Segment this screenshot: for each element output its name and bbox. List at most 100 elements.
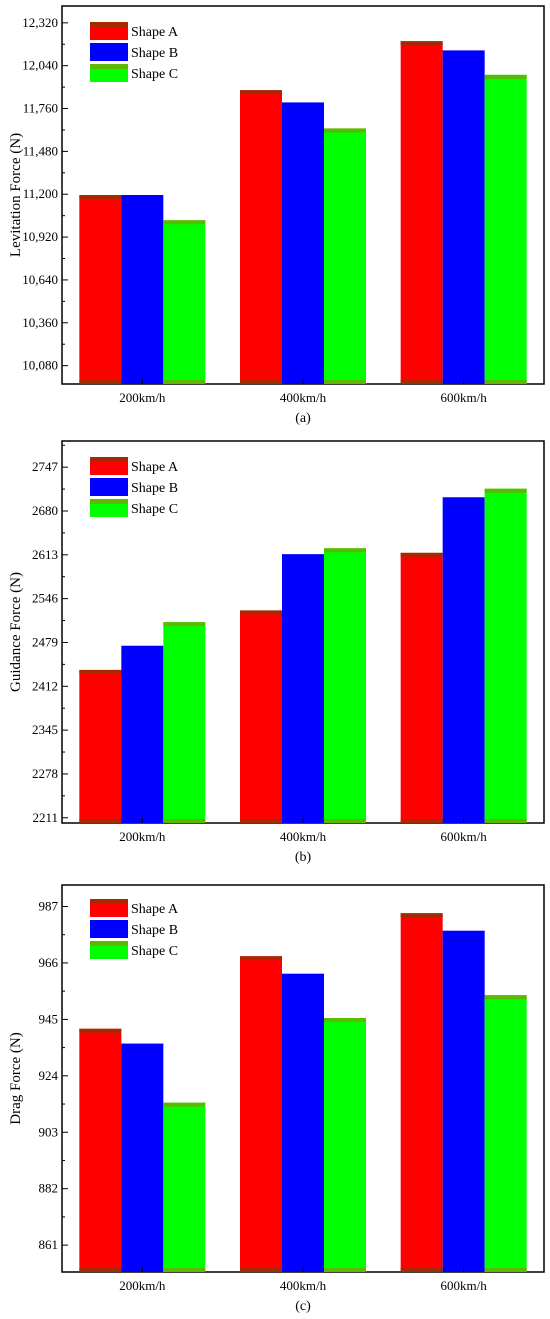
bar-shape-a xyxy=(79,1028,122,1272)
x-tick-label: 200km/h xyxy=(119,1278,166,1293)
bar-shape-c xyxy=(163,220,206,384)
bar-base xyxy=(163,819,206,823)
bar-shape-b xyxy=(442,930,485,1272)
bar-shape-b xyxy=(282,102,324,384)
y-tick-label: 2680 xyxy=(32,503,58,518)
legend-label: Shape A xyxy=(131,902,179,917)
legend-swatch-cap xyxy=(90,64,128,69)
legend: Shape A Shape B Shape C xyxy=(90,22,179,82)
legend-label: Shape B xyxy=(131,923,178,938)
bar-cap xyxy=(400,41,443,46)
legend-label: Shape A xyxy=(131,25,179,40)
y-tick-label: 2211 xyxy=(32,810,58,825)
legend-swatch-cap xyxy=(90,22,128,27)
bar-base xyxy=(484,819,527,823)
y-tick-label: 2345 xyxy=(32,722,58,737)
bar-shape-a xyxy=(240,90,282,384)
bar-shape-a xyxy=(400,41,443,385)
legend-label: Shape C xyxy=(131,502,178,517)
bar-shape-b xyxy=(442,497,485,823)
bar-shape-a xyxy=(400,552,443,823)
legend-swatch-cap xyxy=(90,457,128,462)
bar-base xyxy=(324,380,366,384)
bar-shape-a xyxy=(79,669,122,823)
bar-cap xyxy=(79,1028,122,1033)
legend-swatch-cap xyxy=(90,499,128,504)
y-tick-label: 987 xyxy=(39,899,59,914)
y-tick-label: 903 xyxy=(39,1124,59,1139)
bar-base xyxy=(79,380,122,384)
bar-cap xyxy=(79,195,122,199)
legend-label: Shape B xyxy=(131,46,178,61)
bar-base xyxy=(240,1268,282,1272)
bar-base xyxy=(79,1268,122,1272)
y-tick-label: 924 xyxy=(39,1068,59,1083)
bar-cap xyxy=(400,552,443,557)
y-tick-label: 2546 xyxy=(32,591,59,606)
bar-shape-a xyxy=(400,913,443,1272)
x-tick-label: 600km/h xyxy=(441,829,488,844)
x-tick-label: 400km/h xyxy=(280,390,327,405)
bar-cap xyxy=(240,956,282,961)
bar-cap xyxy=(79,669,122,674)
bar-shape-b xyxy=(121,645,164,823)
bar-cap xyxy=(484,74,527,79)
legend-label: Shape B xyxy=(131,481,178,496)
bar-shape-b xyxy=(121,195,164,384)
bar-shape-b xyxy=(442,50,485,385)
y-tick-label: 2613 xyxy=(32,547,58,562)
bar-base xyxy=(163,1268,206,1272)
bar-base xyxy=(400,380,443,384)
bar-shape-b xyxy=(282,973,324,1272)
bar-shape-c xyxy=(163,622,206,823)
x-tick-label: 200km/h xyxy=(119,390,166,405)
x-tick-label: 400km/h xyxy=(280,1278,327,1293)
legend-label: Shape C xyxy=(131,67,178,82)
y-tick-label: 882 xyxy=(39,1181,59,1196)
x-tick-label: 400km/h xyxy=(280,829,327,844)
bar-shape-a xyxy=(79,195,122,384)
legend-label: Shape A xyxy=(131,460,179,475)
bar-cap xyxy=(484,995,527,1000)
panel-caption: (c) xyxy=(295,1299,311,1314)
bar-cap xyxy=(163,622,206,627)
bar-base xyxy=(484,1268,527,1272)
y-tick-label: 2278 xyxy=(32,766,58,781)
y-tick-label: 11,200 xyxy=(23,186,58,201)
bar-base xyxy=(400,819,443,823)
bar-cap xyxy=(163,220,206,225)
bar-base xyxy=(484,380,527,384)
y-tick-label: 12,040 xyxy=(22,58,58,73)
y-axis-label: Guidance Force (N) xyxy=(8,572,24,692)
y-axis-label: Drag Force (N) xyxy=(8,1032,24,1124)
bar-base xyxy=(79,819,122,823)
bar-shape-c xyxy=(324,1018,366,1272)
bar-cap xyxy=(400,913,443,918)
bar-cap xyxy=(324,128,366,133)
y-tick-label: 966 xyxy=(39,955,59,970)
y-tick-label: 2412 xyxy=(32,678,58,693)
legend-swatch xyxy=(90,43,128,61)
y-tick-label: 10,360 xyxy=(22,315,58,330)
bar-shape-b xyxy=(282,554,324,823)
y-tick-label: 10,640 xyxy=(22,272,58,287)
y-axis-label: Levitation Force (N) xyxy=(8,133,24,257)
legend: Shape A Shape B Shape C xyxy=(90,457,179,517)
y-tick-label: 10,920 xyxy=(22,229,58,244)
legend-label: Shape C xyxy=(131,944,178,959)
legend-swatch-cap xyxy=(90,941,128,946)
y-tick-label: 2479 xyxy=(32,634,58,649)
bar-cap xyxy=(240,90,282,95)
bar-shape-c xyxy=(324,548,366,823)
bar-base xyxy=(324,1268,366,1272)
y-tick-label: 11,760 xyxy=(23,101,58,116)
y-tick-label: 12,320 xyxy=(22,15,58,30)
chart-panel-1: 10,080 10,360 10,640 10,920 11,200 11,480 11,7… xyxy=(8,5,545,426)
bar-base xyxy=(400,1268,443,1272)
bar-base xyxy=(324,819,366,823)
legend: Shape A Shape B Shape C xyxy=(90,899,179,959)
bar-shape-c xyxy=(484,995,527,1272)
bar-shape-a xyxy=(240,610,282,823)
panel-caption: (b) xyxy=(295,850,312,865)
